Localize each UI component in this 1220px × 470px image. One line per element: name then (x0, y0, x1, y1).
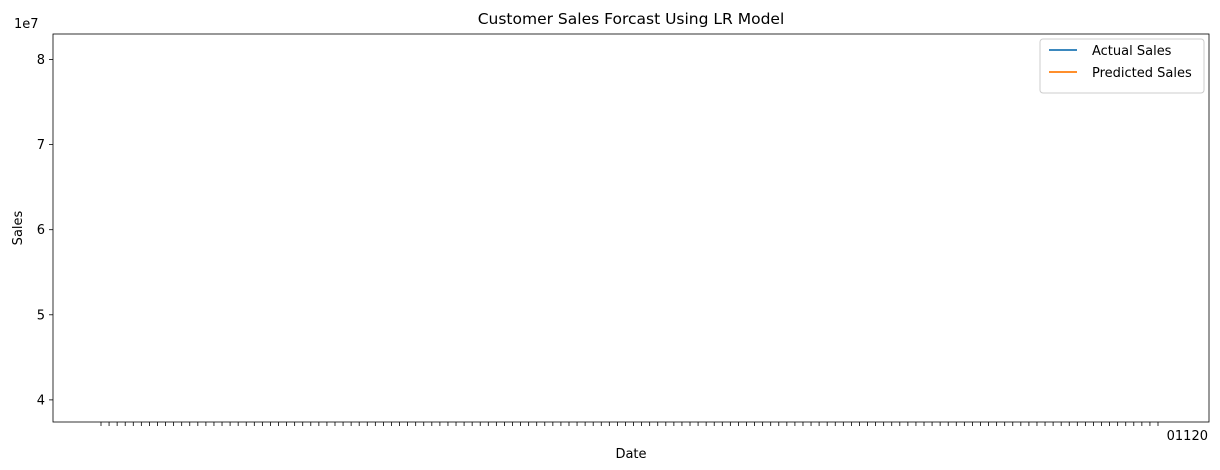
plot-area (52, 33, 1210, 423)
legend-label-actual-sales: Actual Sales (1092, 44, 1172, 59)
y-tick-label: 5 (37, 308, 45, 323)
x-axis-ticks: 01120 (100, 422, 1208, 444)
y-tick-label: 8 (37, 53, 45, 68)
x-axis-label: Date (615, 447, 646, 462)
x-tick-label-last: 01120 (1167, 429, 1208, 444)
legend-box (1039, 38, 1205, 94)
y-multiplier-label: 1e7 (14, 17, 39, 32)
legend-label-predicted-sales: Predicted Sales (1092, 66, 1192, 81)
chart-title: Customer Sales Forcast Using LR Model (478, 10, 785, 28)
y-tick-label: 7 (37, 138, 45, 153)
y-axis-label: Sales (11, 210, 26, 245)
y-axis-ticks: 4 5 6 7 8 (37, 53, 53, 408)
y-tick-label: 6 (37, 223, 45, 238)
legend: Actual Sales Predicted Sales (1039, 38, 1205, 94)
y-tick-label: 4 (37, 393, 45, 408)
